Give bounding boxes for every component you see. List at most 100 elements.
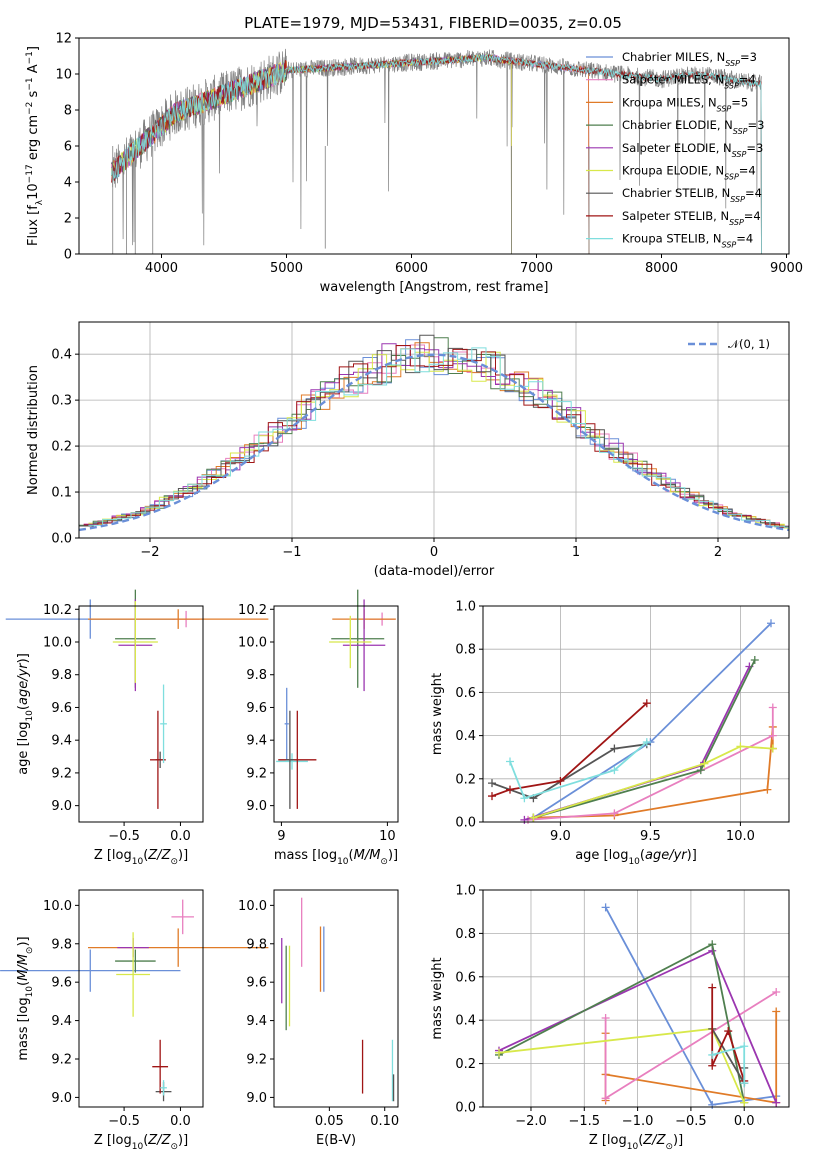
model-spectrum-line [111, 54, 590, 255]
y-tick-label: 6 [64, 140, 72, 155]
y-tick-label: 9.8 [51, 937, 72, 952]
weight-marker [601, 1014, 610, 1023]
weight-marker [724, 1027, 733, 1036]
y-tick-label: 9.0 [51, 799, 72, 814]
weight-marker [708, 940, 717, 949]
weight-marker [520, 794, 529, 803]
y-tick-label: 0.4 [455, 1014, 476, 1029]
weight-series-line [532, 622, 772, 819]
y-tick-label: 4 [64, 176, 72, 191]
weight-marker [529, 813, 538, 822]
y-tick-label: 9.4 [51, 1014, 72, 1029]
mass-vs-ebv-panel: 0.05 0.10 9.0 9.2 9.4 9.6 9.8 10.0 E(B-V) [238, 889, 399, 1148]
y-tick-label: 9.8 [246, 668, 267, 683]
axes-frame [273, 889, 399, 1108]
y-tick-label: 10.0 [43, 899, 72, 914]
y-tick-label: 9.0 [51, 1091, 72, 1106]
weight-marker [708, 1061, 717, 1070]
weight-marker [763, 785, 772, 794]
histogram-series [83, 343, 789, 527]
x-tick-label: −1 [282, 545, 301, 560]
weight-marker [601, 1094, 610, 1103]
y-tick-label: 0.8 [455, 927, 476, 942]
spectrum-panel: 4000 5000 6000 7000 8000 9000 0 2 4 6 8 10 12 wavelen… [25, 32, 803, 296]
x-tick-label: 0.10 [370, 1114, 399, 1129]
y-tick-label: 2 [64, 212, 72, 227]
y-tick-label: 0.0 [51, 532, 72, 547]
weight-series-line [533, 659, 756, 819]
y-tick-label: 9.6 [246, 976, 267, 991]
x-tick-label: −1.0 [622, 1114, 654, 1129]
model-spectrum-line [111, 53, 512, 255]
x-tick-label: 7000 [520, 261, 553, 276]
weight-series-line [533, 745, 773, 819]
y-tick-label: 10.2 [43, 603, 72, 618]
weight-marker [494, 1048, 503, 1057]
weight-marker [740, 1098, 749, 1107]
x-axis-label: wavelength [Angstrom, rest frame] [320, 280, 549, 295]
y-tick-label: 0.2 [455, 1057, 476, 1072]
weight-marker [601, 903, 610, 912]
legend-label: Chabrier ELODIE, NSSP=3 [622, 118, 764, 136]
x-tick-label: 0.05 [315, 1114, 344, 1129]
legend-label: Salpeter MILES, NSSP=4 [622, 73, 756, 91]
y-tick-label: 8 [64, 104, 72, 119]
legend-label: Chabrier MILES, NSSP=3 [622, 50, 757, 68]
x-tick-label: 0.0 [170, 829, 191, 844]
legend-label: Salpeter ELODIE, NSSP=3 [622, 141, 763, 159]
axes-frame [482, 605, 790, 823]
x-tick-label: −1.5 [569, 1114, 601, 1129]
age-vs-metallicity-panel: −0.5 0.0 9.0 9.2 9.4 9.6 9.8 10.0 10.2 Z [log10(Z… [5, 589, 269, 867]
x-axis-label: Z [log10(Z/Z⊙)] [94, 1133, 188, 1152]
legend-label: Chabrier STELIB, NSSP=4 [622, 186, 762, 204]
model-spectrum-line [111, 53, 512, 255]
weight-series-line [491, 743, 647, 800]
weight-marker [768, 731, 777, 740]
weight-marker [488, 792, 496, 801]
x-tick-label: −0.5 [108, 829, 140, 844]
x-tick-label: 8000 [645, 261, 678, 276]
model-spectrum-line [111, 53, 762, 255]
y-tick-label: 10.0 [43, 636, 72, 651]
x-axis-label: E(B-V) [316, 1133, 356, 1148]
legend-label: Kroupa ELODIE, NSSP=4 [622, 164, 756, 182]
x-tick-label: 9000 [770, 261, 803, 276]
axes-frame [482, 889, 790, 1108]
x-tick-label: −2 [140, 545, 159, 560]
histogram-series [79, 334, 789, 527]
y-axis-label: Flux [fλ10−17 erg cm−2 s−1 A−1] [25, 46, 45, 246]
weight-series-line [527, 707, 774, 821]
model-spectrum-line [111, 54, 590, 255]
y-tick-label: 9.4 [246, 734, 267, 749]
x-axis-label: mass [log10(M/M⊙)] [274, 848, 398, 867]
weight-marker [610, 809, 619, 818]
y-tick-label: 9.2 [51, 766, 72, 781]
weight-marker [772, 1098, 781, 1107]
weight-marker [772, 987, 781, 996]
weight-series-line [491, 702, 648, 797]
y-tick-label: 0.4 [455, 729, 476, 744]
y-tick-label: 9.6 [51, 701, 72, 716]
x-tick-label: 5000 [270, 261, 303, 276]
y-tick-label: 1.0 [455, 600, 476, 615]
x-axis-label: Z [log10(Z/Z⊙)] [589, 1133, 683, 1152]
model-spectrum-line [111, 54, 590, 255]
x-axis-label: (data-model)/error [374, 564, 495, 579]
model-spectrum-line [111, 53, 512, 255]
axes-frame [273, 605, 399, 823]
weight-marker [610, 766, 619, 775]
histogram-series [88, 351, 789, 529]
y-tick-label: 1.0 [455, 884, 476, 899]
x-tick-label: 9.0 [550, 829, 571, 844]
x-tick-label: 4000 [145, 261, 178, 276]
y-tick-label: 0.6 [455, 686, 476, 701]
weight-marker [772, 1007, 781, 1016]
y-tick-label: 0.6 [455, 970, 476, 985]
x-tick-label: 0.0 [734, 1114, 755, 1129]
x-tick-label: −2.0 [515, 1114, 547, 1129]
y-axis-label: Normed distribution [26, 365, 41, 495]
y-tick-label: 9.4 [51, 734, 72, 749]
age-vs-mass-panel: 9 10 9.0 9.2 9.4 9.6 9.8 10.0 10.2 mass [log10(M/… [238, 589, 399, 867]
weight-marker [708, 983, 717, 992]
y-axis-label: mass [log10(M/M⊙)] [16, 936, 35, 1060]
